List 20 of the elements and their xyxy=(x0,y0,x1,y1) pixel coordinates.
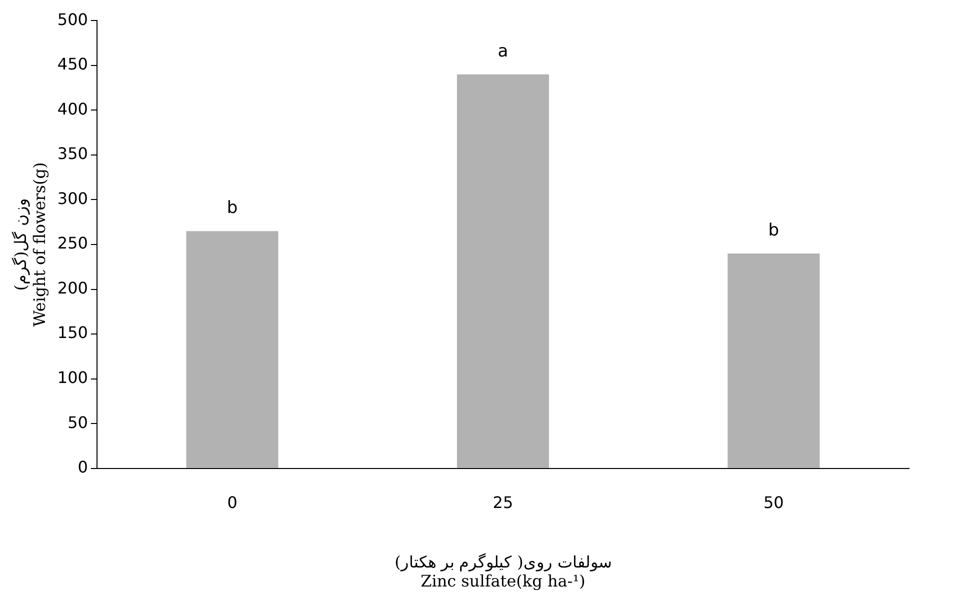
y-tick-label: 100 xyxy=(57,368,88,387)
y-tick-label: 250 xyxy=(57,234,88,253)
y-tick-label: 50 xyxy=(68,412,88,432)
y-tick-label: 400 xyxy=(57,99,88,118)
bar xyxy=(456,74,549,468)
y-tick-label: 200 xyxy=(57,278,88,298)
y-tick-label: 150 xyxy=(57,323,88,342)
y-tick-label: 350 xyxy=(57,144,88,164)
bar xyxy=(186,231,278,468)
y-tick-label: 300 xyxy=(57,188,88,208)
annotation: b xyxy=(768,220,780,240)
bar xyxy=(728,253,820,468)
x-tick-label: 25 xyxy=(492,493,514,512)
y-tick-label: 500 xyxy=(57,10,88,29)
x-tick-label: 50 xyxy=(763,493,784,512)
y-tick-label: 0 xyxy=(78,458,88,477)
annotation: a xyxy=(498,41,508,62)
x-tick-label: 0 xyxy=(227,493,238,512)
annotation: b xyxy=(226,198,238,218)
y-tick-label: 450 xyxy=(57,54,88,74)
